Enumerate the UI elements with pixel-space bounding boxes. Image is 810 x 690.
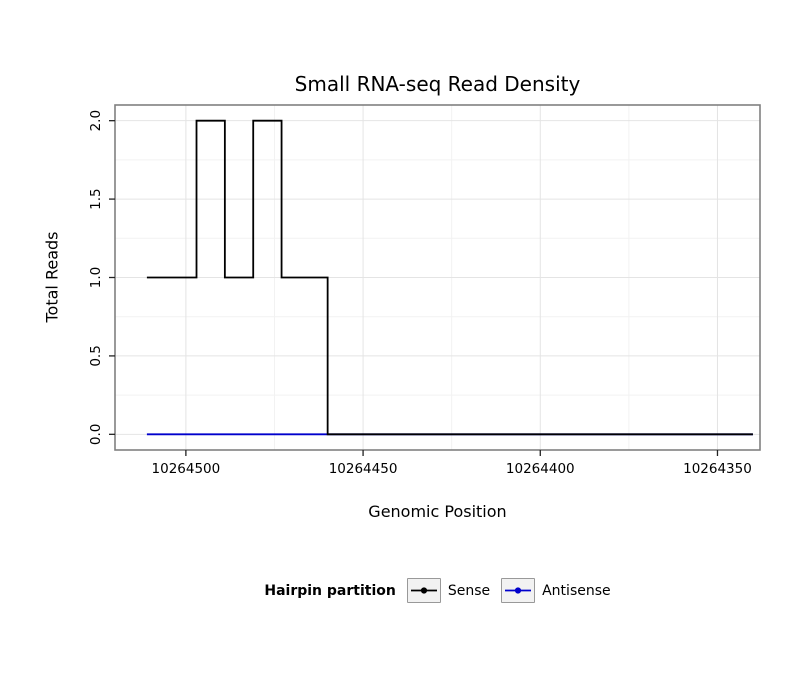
y-tick-label: 0.5: [88, 345, 104, 366]
y-tick-label: 0.0: [88, 424, 104, 445]
legend-item-antisense: Antisense: [501, 578, 611, 603]
legend-key-sense-icon: [406, 578, 441, 603]
legend-item-sense: Sense: [406, 578, 491, 603]
legend-label-sense: Sense: [447, 582, 491, 599]
x-tick-label: 10264350: [683, 461, 752, 477]
y-tick-label: 2.0: [88, 110, 104, 131]
x-tick-label: 10264400: [506, 461, 575, 477]
x-tick-label: 10264450: [329, 461, 398, 477]
legend-title: Hairpin partition: [264, 582, 396, 599]
legend: Hairpin partition Sense Antisense: [115, 578, 760, 603]
chart-title: Small RNA-seq Read Density: [294, 72, 581, 96]
x-axis-label: Genomic Position: [368, 502, 507, 521]
x-tick-label: 10264500: [152, 461, 221, 477]
plot-area: 10264500 10264450 10264400 10264350 0.0 0.5 1.…: [88, 104, 761, 477]
y-axis-label: Total Reads: [42, 231, 62, 323]
y-tick-label: 1.0: [88, 267, 104, 288]
legend-key-antisense-icon: [501, 578, 536, 603]
legend-label-antisense: Antisense: [542, 582, 611, 599]
y-tick-label: 1.5: [88, 188, 104, 209]
series-line-sense: [146, 119, 753, 436]
